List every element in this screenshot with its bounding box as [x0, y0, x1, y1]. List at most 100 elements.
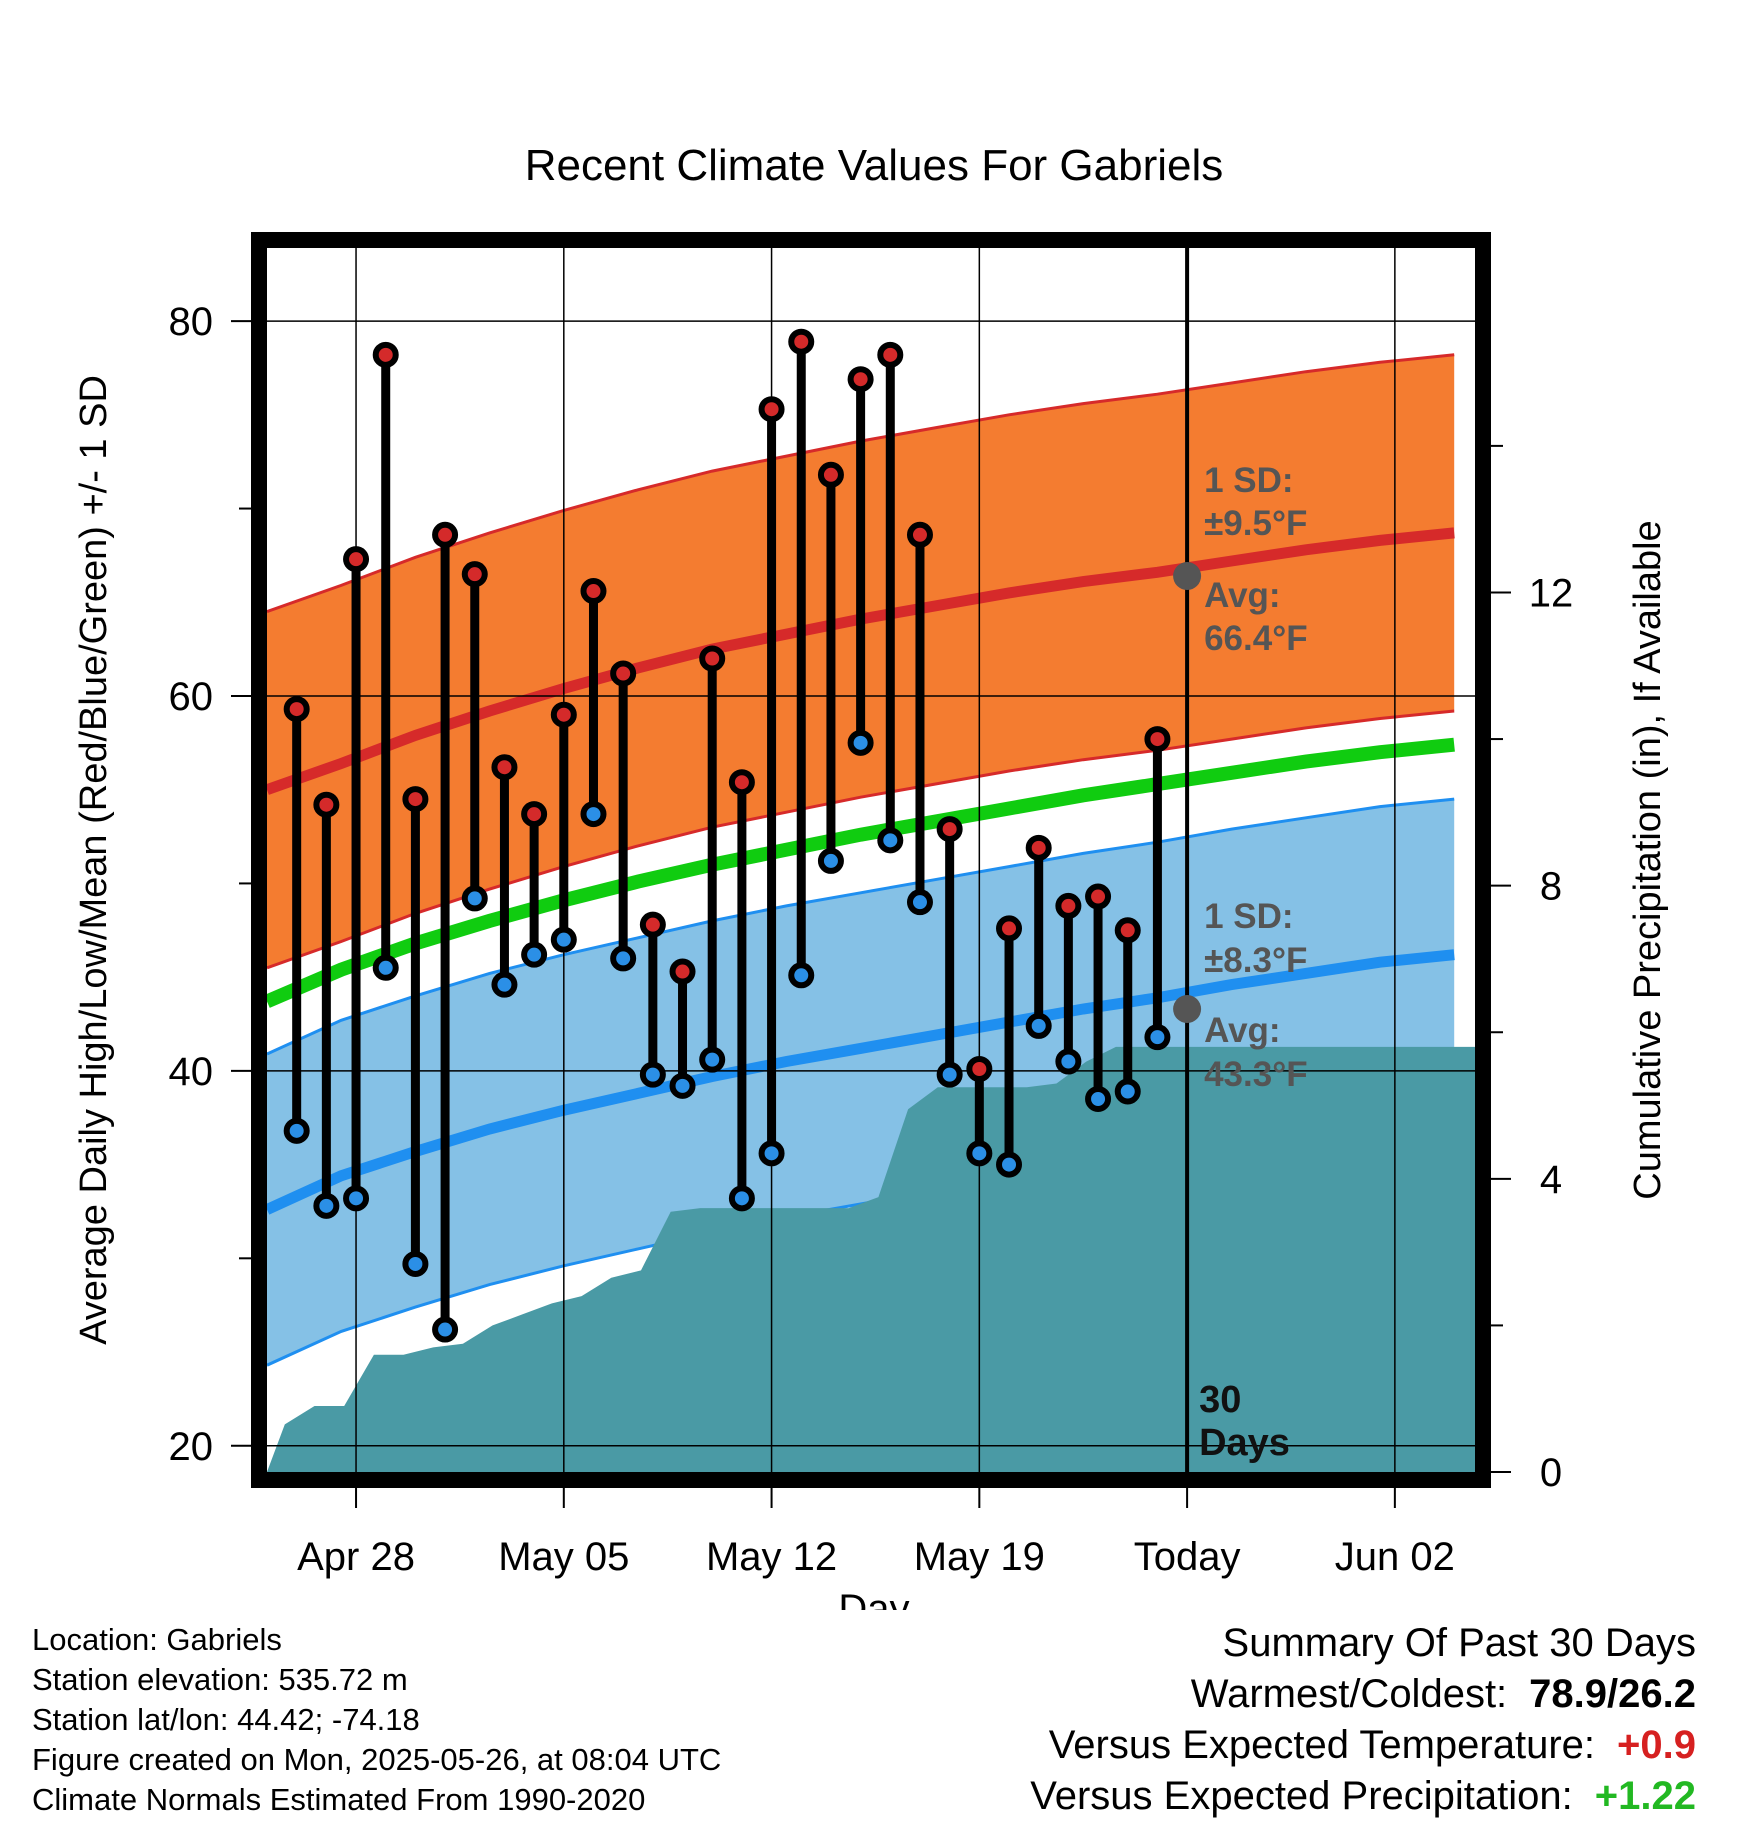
summary-precip-value: +1.22 — [1594, 1774, 1696, 1818]
precip-area — [267, 1046, 1475, 1472]
low-avg-line — [267, 949, 1455, 1215]
obs-high-point-30 — [1144, 726, 1171, 753]
obs-low-point-7 — [461, 885, 488, 912]
obs-low-point-11 — [580, 801, 607, 828]
y-tick-label-80: 80 — [169, 300, 214, 344]
today-days-label-2: Days — [1199, 1422, 1290, 1464]
obs-high-point-26 — [1025, 834, 1052, 861]
obs-low-point-16 — [728, 1185, 755, 1212]
annotation-high-avg: Avg: — [1204, 576, 1280, 615]
obs-high-point-24 — [966, 1055, 993, 1082]
x-tick-label-2: May 12 — [706, 1535, 837, 1579]
obs-high-point-5 — [402, 786, 429, 813]
obs-low-point-10 — [550, 926, 577, 953]
obs-low-point-23 — [936, 1061, 963, 1088]
obs-high-point-17 — [758, 396, 785, 423]
summary-warm-value: 78.9/26.2 — [1529, 1672, 1696, 1716]
y2-axis-title: Cumulative Precipitation (in), If Availa… — [1627, 520, 1669, 1199]
obs-high-point-13 — [639, 911, 666, 938]
y-tick-label-20: 20 — [169, 1425, 214, 1469]
today-days-label-1: 30 — [1199, 1379, 1241, 1421]
elevation-text: Station elevation: 535.72 m — [32, 1662, 408, 1697]
obs-low-point-30 — [1144, 1024, 1171, 1051]
obs-low-point-25 — [996, 1151, 1023, 1178]
today-low-avg-marker — [1173, 995, 1202, 1024]
plot-frame — [251, 232, 1491, 1488]
mean-avg-line — [267, 737, 1455, 1008]
obs-high-point-20 — [847, 366, 874, 393]
obs-low-point-26 — [1025, 1012, 1052, 1039]
obs-high-point-3 — [343, 546, 370, 573]
chart-title: Recent Climate Values For Gabriels — [525, 141, 1224, 190]
x-axis-title: Day — [838, 1587, 909, 1610]
y-axis-title: Average Daily High/Low/Mean (Red/Blue/Gr… — [73, 375, 115, 1345]
obs-low-point-3 — [343, 1185, 370, 1212]
low-sd-upper-edge — [267, 797, 1455, 1056]
obs-low-point-4 — [372, 954, 399, 981]
annotation-low-avg-value: 43.3°F — [1204, 1055, 1308, 1094]
obs-low-point-19 — [817, 847, 844, 874]
obs-low-point-1 — [283, 1117, 310, 1144]
latlon-text: Station lat/lon: 44.42; -74.18 — [32, 1702, 420, 1737]
y2-tick-label-0: 0 — [1540, 1451, 1562, 1495]
obs-high-point-6 — [432, 521, 459, 548]
obs-low-point-6 — [432, 1316, 459, 1343]
y2-tick-label-8: 8 — [1540, 865, 1562, 909]
obs-high-point-2 — [313, 791, 340, 818]
y-tick-label-60: 60 — [169, 675, 214, 719]
obs-low-point-17 — [758, 1140, 785, 1167]
obs-low-point-8 — [491, 971, 518, 998]
today-high-avg-marker — [1173, 562, 1202, 591]
obs-high-point-21 — [877, 341, 904, 368]
obs-low-point-12 — [610, 945, 637, 972]
created-text: Figure created on Mon, 2025-05-26, at 08… — [32, 1742, 722, 1777]
obs-high-point-25 — [996, 915, 1023, 942]
normals-text: Climate Normals Estimated From 1990-2020 — [32, 1782, 646, 1817]
y2-tick-label-12: 12 — [1529, 571, 1574, 615]
obs-low-point-24 — [966, 1140, 993, 1167]
obs-low-point-5 — [402, 1250, 429, 1277]
obs-high-point-27 — [1055, 892, 1082, 919]
summary-temp-value: +0.9 — [1617, 1723, 1696, 1767]
annotation-low-avg: Avg: — [1204, 1011, 1280, 1050]
obs-high-point-22 — [906, 521, 933, 548]
x-tick-label-1: May 05 — [498, 1535, 629, 1579]
obs-high-point-8 — [491, 754, 518, 781]
obs-low-point-15 — [699, 1046, 726, 1073]
summary-title: Summary Of Past 30 Days — [1222, 1621, 1696, 1665]
obs-low-point-27 — [1055, 1048, 1082, 1075]
obs-high-point-23 — [936, 816, 963, 843]
obs-high-point-1 — [283, 696, 310, 723]
climate-chart: Recent Climate Values For Gabriels 1 SD:… — [73, 141, 1669, 1610]
x-tick-label-0: Apr 28 — [297, 1535, 415, 1579]
obs-low-point-28 — [1085, 1085, 1112, 1112]
obs-high-point-9 — [521, 801, 548, 828]
obs-low-point-20 — [847, 729, 874, 756]
annotation-high-sd: 1 SD: — [1204, 461, 1293, 500]
obs-low-point-18 — [788, 962, 815, 989]
y2-tick-label-4: 4 — [1540, 1158, 1562, 1202]
obs-low-point-14 — [669, 1072, 696, 1099]
annotation-high-avg-value: 66.4°F — [1204, 619, 1308, 658]
obs-high-point-15 — [699, 645, 726, 672]
station-info: Location: Gabriels Station elevation: 53… — [32, 1620, 721, 1820]
summary-temp-row: Versus Expected Temperature: +0.9 — [1030, 1720, 1696, 1771]
x-tick-label-5: Jun 02 — [1335, 1535, 1455, 1579]
obs-high-point-28 — [1085, 883, 1112, 910]
obs-high-point-16 — [728, 769, 755, 796]
obs-low-point-9 — [521, 941, 548, 968]
summary-precip-row: Versus Expected Precipitation: +1.22 — [1030, 1771, 1696, 1822]
y-tick-label-40: 40 — [169, 1050, 214, 1094]
obs-low-point-2 — [313, 1192, 340, 1219]
plot-area: 1 SD: ±9.5°F Avg: 66.4°F 1 SD: ±8.3°F Avg: 43.3… — [267, 248, 1475, 1472]
obs-high-point-12 — [610, 660, 637, 687]
location-text: Location: Gabriels — [32, 1622, 282, 1657]
obs-high-point-29 — [1114, 917, 1141, 944]
summary-precip-label: Versus Expected Precipitation: — [1030, 1774, 1573, 1818]
x-tick-label-3: May 19 — [914, 1535, 1045, 1579]
obs-low-point-29 — [1114, 1078, 1141, 1105]
annotation-low-sd-value: ±8.3°F — [1204, 941, 1307, 980]
summary-warm-row: Warmest/Coldest: 78.9/26.2 — [1030, 1669, 1696, 1720]
obs-high-point-4 — [372, 341, 399, 368]
obs-high-point-18 — [788, 328, 815, 355]
